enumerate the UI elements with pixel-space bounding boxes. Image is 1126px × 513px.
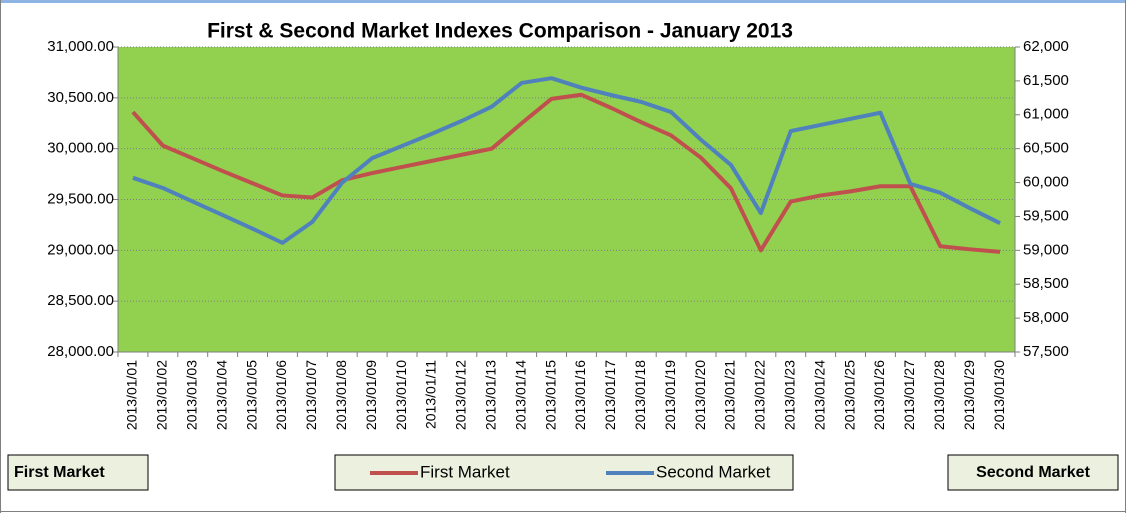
y-tick-label: 28,500.00	[47, 292, 114, 309]
y2-tick-label: 59,000	[1023, 241, 1069, 258]
x-tick-label: 2013/01/06	[273, 360, 289, 430]
chart-title: First & Second Market Indexes Comparison…	[207, 20, 793, 43]
y-tick-label: 29,500.00	[47, 190, 114, 207]
y2-tick-label: 59,500	[1023, 207, 1069, 224]
x-tick-label: 2013/01/14	[512, 360, 528, 430]
y2-tick-label: 60,500	[1023, 140, 1069, 157]
x-tick-label: 2013/01/12	[453, 360, 469, 430]
x-tick-label: 2013/01/11	[423, 360, 439, 429]
x-tick-label: 2013/01/15	[542, 360, 558, 430]
x-tick-label: 2013/01/13	[482, 360, 498, 430]
x-tick-label: 2013/01/22	[752, 360, 768, 430]
x-tick-label: 2013/01/30	[991, 360, 1007, 430]
x-tick-label: 2013/01/03	[183, 360, 199, 430]
y-tick-label: 29,000.00	[47, 241, 114, 258]
x-tick-label: 2013/01/07	[303, 360, 319, 430]
x-tick-label: 2013/01/09	[363, 360, 379, 430]
series-line	[132, 76, 1001, 245]
x-tick-label: 2013/01/28	[931, 360, 947, 430]
x-tick-label: 2013/01/17	[602, 360, 618, 430]
y-tick-label: 28,000.00	[47, 343, 114, 360]
x-tick-label: 2013/01/23	[781, 360, 797, 430]
legend-label: Second Market	[656, 462, 771, 481]
x-tick-label: 2013/01/21	[722, 360, 738, 430]
x-tick-label: 2013/01/02	[154, 360, 170, 430]
y-tick-label: 31,000.00	[47, 38, 114, 55]
top-border	[0, 0, 1126, 3]
y-tick-label: 30,000.00	[47, 140, 114, 157]
y-axis-label: First Market	[14, 464, 105, 481]
series-line	[131, 92, 1001, 254]
x-tick-label: 2013/01/05	[243, 360, 259, 430]
x-tick-label: 2013/01/18	[632, 360, 648, 430]
y2-label-box	[947, 454, 1119, 491]
x-tick-label: 2013/01/10	[393, 360, 409, 430]
y2-tick-label: 57,500	[1023, 343, 1069, 360]
y2-tick-label: 62,000	[1023, 38, 1069, 55]
y-label-box	[7, 454, 149, 491]
x-tick-label: 2013/01/19	[662, 360, 678, 430]
y2-tick-label: 61,000	[1023, 106, 1069, 123]
y2-tick-label: 58,500	[1023, 275, 1069, 292]
y2-tick-label: 61,500	[1023, 72, 1069, 89]
x-tick-label: 2013/01/25	[841, 360, 857, 430]
x-tick-label: 2013/01/04	[213, 360, 229, 430]
x-tick-label: 2013/01/01	[124, 360, 140, 430]
x-tick-label: 2013/01/20	[692, 360, 708, 430]
x-tick-label: 2013/01/29	[961, 360, 977, 430]
x-tick-label: 2013/01/27	[901, 360, 917, 430]
y2-tick-label: 60,000	[1023, 174, 1069, 191]
x-tick-label: 2013/01/24	[811, 360, 827, 430]
x-tick-label: 2013/01/26	[871, 360, 887, 430]
y-tick-label: 30,500.00	[47, 89, 114, 106]
y2-axis-label: Second Market	[976, 464, 1090, 481]
x-tick-label: 2013/01/08	[333, 360, 349, 430]
legend-label: First Market	[420, 462, 510, 481]
y2-tick-label: 58,000	[1023, 309, 1069, 326]
x-tick-label: 2013/01/16	[572, 360, 588, 430]
